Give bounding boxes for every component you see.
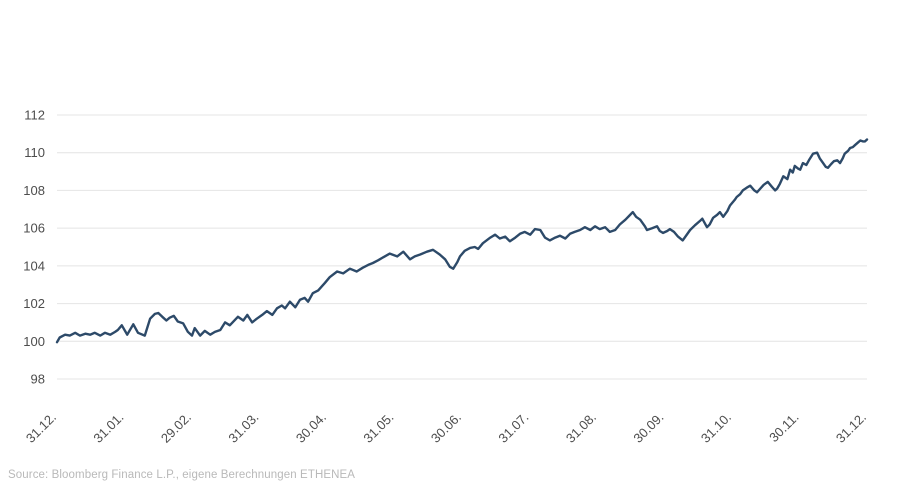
y-axis-tick-label: 102 xyxy=(23,296,45,311)
x-axis-tick-label: 31.05. xyxy=(360,410,396,446)
x-axis-tick-label: 31.01. xyxy=(90,410,126,446)
x-axis-tick-label: 30.06. xyxy=(428,410,464,446)
y-axis-tick-label: 112 xyxy=(24,108,45,123)
y-axis-tick-label: 100 xyxy=(23,334,45,349)
x-axis-tick-label: 31.07. xyxy=(495,410,531,446)
x-axis-tick-label: 29.02. xyxy=(158,410,194,446)
x-axis-tick-label: 31.12. xyxy=(833,410,869,446)
x-axis-tick-label: 31.08. xyxy=(563,410,599,446)
y-axis-tick-label: 108 xyxy=(23,183,45,198)
performance-line-series xyxy=(55,138,869,344)
x-axis-tick-label: 31.12. xyxy=(23,410,59,446)
x-axis-tick-label: 31.10. xyxy=(698,410,734,446)
y-axis-tick-label: 110 xyxy=(24,145,45,160)
x-axis-tick-label: 30.04. xyxy=(293,410,329,446)
y-axis-tick-label: 106 xyxy=(23,221,45,236)
x-axis-tick-label: 30.09. xyxy=(630,410,666,446)
y-axis-tick-label: 104 xyxy=(23,258,45,273)
x-axis-tick-label: 31.03. xyxy=(225,410,261,446)
source-caption: Source: Bloomberg Finance L.P., eigene B… xyxy=(8,469,356,481)
y-axis-tick-label: 98 xyxy=(31,372,45,387)
x-axis-tick-label: 30.11. xyxy=(766,410,801,445)
